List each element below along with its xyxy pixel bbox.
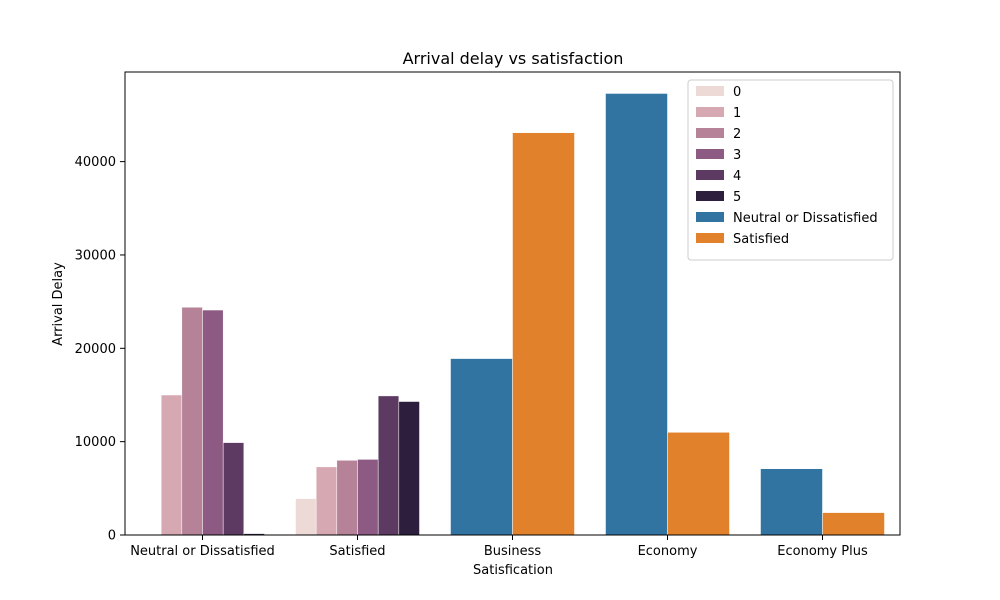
legend: 0 1 2 3 4 5 Neutral or Dissatisfied Satisfied [687,79,894,261]
y-tick-label: 0 [108,529,116,544]
legend-box [687,79,894,261]
legend-swatch [696,233,724,243]
legend-label: 3 [733,148,741,163]
bars-layer [160,93,885,536]
legend-label: Neutral or Dissatisfied [733,211,878,226]
bar [160,394,183,536]
x-tick-label: Economy Plus [777,544,868,559]
legend-swatch [696,107,724,117]
legend-label: 5 [733,190,741,205]
x-tick-label: Satisfied [329,544,385,559]
bar [202,309,224,536]
bar [377,395,400,536]
legend-swatch [696,212,724,222]
legend-label: 4 [733,169,741,184]
legend-swatch [696,149,724,159]
x-tick-label: Neutral or Dissatisfied [130,544,275,559]
y-axis-label: Arrival Delay [51,262,66,346]
bar [760,468,823,536]
legend-label: 1 [733,106,741,121]
bar [336,460,358,536]
legend-label: Satisfied [733,232,789,247]
y-tick-label: 30000 [75,248,116,263]
y-axis: 0 10000 20000 30000 40000 [75,155,125,544]
bar [667,432,730,536]
legend-label: 0 [733,85,741,100]
chart-title: Arrival delay vs satisfaction [403,49,624,68]
y-tick-label: 40000 [75,155,116,170]
legend-swatch [696,191,724,201]
legend-swatch [696,128,724,138]
bar [512,132,575,536]
bar [295,498,317,536]
bar [357,459,379,536]
bar [315,466,338,536]
y-tick-label: 20000 [75,342,116,357]
bar [222,442,245,536]
y-tick-label: 10000 [75,435,116,450]
x-axis-label: Satisfication [473,563,553,578]
legend-swatch [696,86,724,96]
x-tick-label: Economy [638,544,698,559]
bar [605,93,668,536]
bar [398,401,420,536]
bar [450,358,513,536]
bar [181,306,203,536]
legend-swatch [696,170,724,180]
legend-label: 2 [733,127,741,142]
x-tick-label: Business [484,544,542,559]
x-axis: Neutral or Dissatisfied Satisfied Business… [130,535,868,559]
bar [822,512,885,536]
